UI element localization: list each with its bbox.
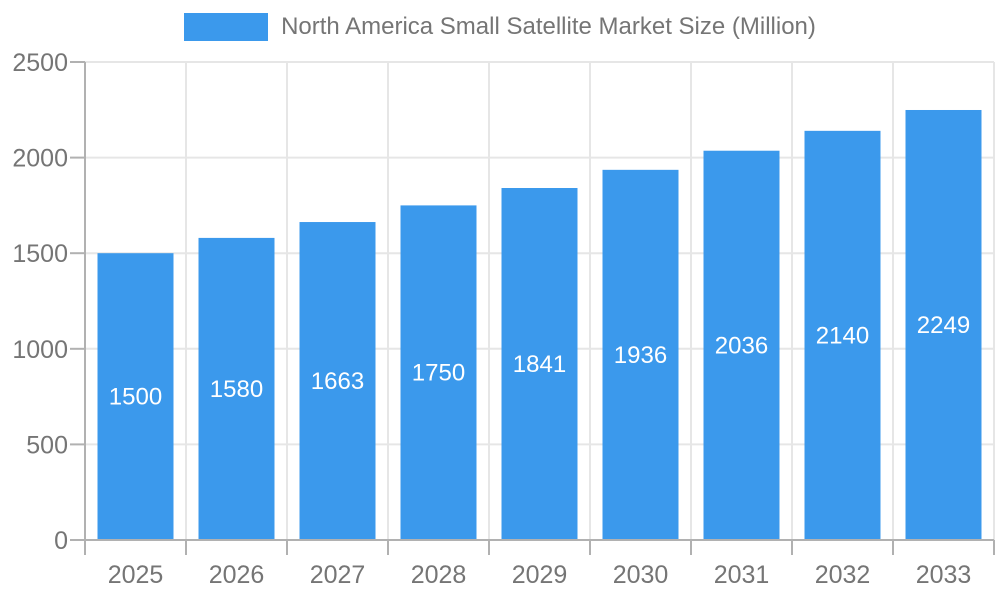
x-tick-label: 2027 [310,561,366,589]
bar-value-label: 1841 [513,351,566,378]
bar-value-label: 2036 [715,332,768,359]
bar-value-label: 2140 [816,322,869,349]
x-tick-label: 2031 [714,561,770,589]
legend-label: North America Small Satellite Market Siz… [281,13,816,40]
x-tick-label: 2032 [815,561,871,589]
bar-value-label: 1580 [210,376,263,403]
x-tick-label: 2025 [108,561,164,589]
bar [501,188,578,540]
legend: North America Small Satellite Market Siz… [0,13,1000,41]
bar [804,130,881,540]
bar [602,169,679,541]
y-tick-label: 1000 [12,336,68,364]
bar-value-label: 1750 [412,360,465,387]
bar [299,222,376,540]
bar-value-label: 1936 [614,342,667,369]
y-tick-label: 1500 [12,240,68,268]
x-tick-label: 2029 [512,561,568,589]
bar [198,237,275,541]
y-tick-label: 2000 [12,145,68,173]
y-tick-label: 500 [26,431,68,459]
bar-value-label: 2249 [917,312,970,339]
x-tick-label: 2026 [209,561,265,589]
bar [97,253,174,540]
x-tick-label: 2030 [613,561,669,589]
y-tick-label: 0 [54,527,68,555]
bar-value-label: 1500 [109,384,162,411]
bar [400,205,477,540]
x-tick-label: 2033 [916,561,972,589]
bar [703,150,780,540]
bar-value-label: 1663 [311,368,364,395]
x-tick-label: 2028 [411,561,467,589]
bar [905,109,982,540]
y-tick-label: 2500 [12,49,68,77]
legend-swatch [184,13,269,41]
